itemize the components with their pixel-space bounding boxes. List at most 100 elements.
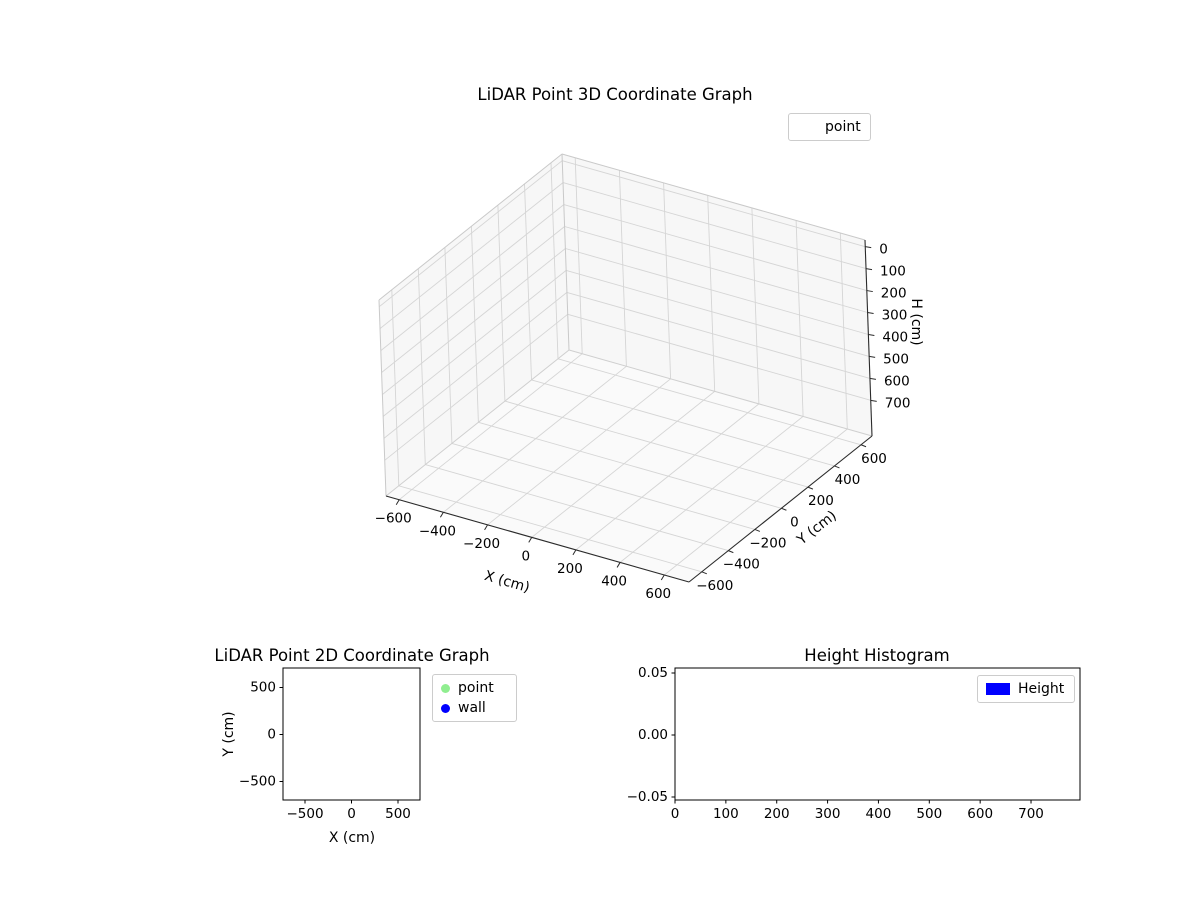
- grid-line: [567, 313, 871, 401]
- x3d-tick: [395, 499, 400, 506]
- hist-x-tick-label: 300: [815, 806, 841, 822]
- plot2d-x-tick-label: 0: [347, 806, 356, 822]
- grid-line: [562, 182, 867, 270]
- grid-line: [444, 247, 453, 444]
- hist-frame: [674, 667, 1081, 801]
- hist-title: Height Histogram: [804, 646, 950, 665]
- plot2d-y-tick-label: 0: [267, 727, 276, 743]
- grid-line: [664, 428, 848, 576]
- grid-line: [574, 157, 583, 354]
- x-axis-line: [385, 495, 690, 583]
- grid-line: [550, 162, 559, 359]
- x3d-tick-label: 400: [601, 573, 627, 589]
- z3d-tick: [869, 355, 876, 358]
- x3d-tick-label: −600: [375, 511, 412, 527]
- grid-line: [524, 183, 532, 380]
- y3d-tick-label: −400: [723, 557, 760, 573]
- plot3d-zlabel: H (cm): [908, 298, 924, 346]
- grid-line: [478, 421, 782, 509]
- hist-y-tick-label: 0.00: [638, 727, 668, 743]
- x3d-tick-label: 600: [645, 586, 671, 602]
- plot3d-legend: point: [788, 113, 871, 141]
- grid-line: [566, 291, 871, 379]
- grid-line: [443, 365, 627, 513]
- y3d-tick-label: −200: [749, 535, 786, 551]
- z3d-tick: [870, 399, 877, 402]
- x3d-tick-label: 200: [557, 561, 583, 577]
- z3d-tick-label: 400: [882, 329, 908, 345]
- legend-row-height: Height: [986, 679, 1066, 699]
- x3d-tick: [616, 562, 621, 568]
- y3d-tick: [860, 444, 867, 448]
- z3d-tick-label: 100: [880, 264, 906, 280]
- grid-line: [751, 207, 760, 404]
- x3d-tick: [660, 574, 665, 581]
- x3d-tick: [572, 549, 577, 556]
- z3d-tick: [866, 290, 873, 293]
- grid-line: [383, 292, 568, 439]
- grid-line: [565, 248, 869, 335]
- y3d-tick-label: 200: [808, 493, 834, 509]
- plot2d-title: LiDAR Point 2D Coordinate Graph: [214, 646, 490, 665]
- grid-line: [557, 358, 862, 446]
- z3d-tick: [865, 246, 872, 249]
- z-axis-line: [864, 239, 873, 437]
- y3d-tick: [701, 571, 707, 575]
- z3d-tick: [867, 312, 874, 315]
- y3d-tick: [781, 507, 787, 511]
- hist-x-tick-label: 700: [1018, 806, 1044, 822]
- y3d-tick-label: 0: [790, 514, 799, 530]
- grid-line: [380, 204, 565, 351]
- z3d-tick-label: 500: [883, 351, 909, 367]
- grid-line: [707, 195, 716, 392]
- grid-line: [575, 403, 760, 551]
- legend-row-point-2d: point: [441, 678, 508, 698]
- grid-line: [470, 226, 479, 423]
- y3d-tick: [728, 550, 734, 554]
- grid-line: [531, 391, 715, 538]
- box-edge: [385, 349, 570, 497]
- z3d-tick: [869, 377, 877, 380]
- hist-x-tick-label: 100: [713, 806, 739, 822]
- box-edge: [561, 153, 570, 351]
- y3d-tick-label: 600: [861, 451, 887, 467]
- grid-line: [378, 160, 563, 308]
- grid-line: [384, 313, 568, 461]
- plot2d-y-tick-label: 500: [250, 680, 276, 696]
- legend-row-point-3d: point: [797, 117, 862, 137]
- pane-floor: [386, 350, 872, 582]
- grid-line: [398, 353, 583, 501]
- box-edge: [378, 153, 563, 301]
- legend-label-point-2d: point: [458, 680, 494, 696]
- legend-row-wall-2d: wall: [441, 698, 508, 718]
- hist-x-tick-label: 600: [967, 806, 993, 822]
- pane-right-wall: [562, 154, 872, 436]
- grid-line: [531, 379, 835, 467]
- hist-y-tick-label: −0.05: [627, 789, 668, 805]
- z3d-tick-label: 600: [884, 373, 910, 389]
- grid-line: [487, 378, 671, 526]
- legend-label-wall-2d: wall: [458, 700, 486, 716]
- hist-x-tick-label: 500: [916, 806, 942, 822]
- legend-label-height: Height: [1018, 681, 1065, 697]
- x3d-tick: [528, 537, 533, 543]
- grid-line: [504, 400, 809, 488]
- grid-line: [425, 464, 729, 552]
- y3d-tick: [834, 465, 840, 469]
- hist-x-tick-label: 400: [866, 806, 892, 822]
- y3d-tick-label: 400: [835, 472, 861, 488]
- plot2d-x-tick-label: −500: [286, 806, 323, 822]
- grid-line: [663, 182, 672, 379]
- plot3d-title: LiDAR Point 3D Coordinate Graph: [477, 85, 753, 104]
- point-marker-blank: [797, 122, 817, 132]
- y3d-tick: [754, 528, 761, 532]
- plot2d-frame: [282, 667, 421, 801]
- grid-line: [563, 204, 867, 292]
- x3d-tick-label: −400: [419, 523, 456, 539]
- grid-line: [564, 226, 868, 313]
- x3d-tick: [439, 512, 444, 518]
- hist-legend: Height: [977, 675, 1075, 703]
- z3d-tick-label: 700: [885, 395, 911, 411]
